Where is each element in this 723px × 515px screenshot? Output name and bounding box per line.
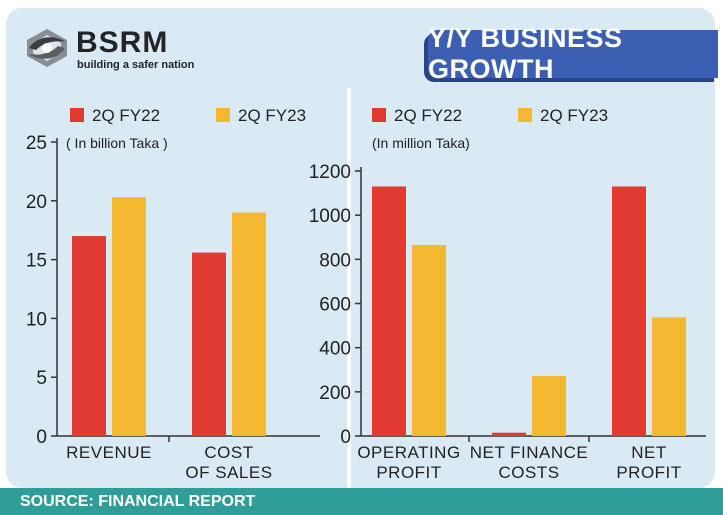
- right-category-label-2-1: PROFIT: [616, 463, 681, 482]
- panel-divider: [347, 88, 351, 488]
- left-y-tick-label-4: 20: [26, 192, 47, 213]
- right-bar-fy22-1: [492, 432, 526, 436]
- left-y-tick-label-3: 15: [26, 251, 47, 272]
- chart-title: Y/Y BUSINESS GROWTH: [428, 23, 623, 84]
- left-bar-fy23-0: [112, 197, 146, 436]
- right-unit-label: (In million Taka): [372, 135, 470, 151]
- left-y-tick-label-1: 5: [36, 368, 47, 389]
- left-legend-label-1: 2Q FY23: [238, 106, 306, 125]
- footer-bar: SOURCE: FINANCIAL REPORT: [0, 488, 723, 515]
- right-category-label-1-0: NET FINANCE: [470, 443, 589, 462]
- right-legend-label-1: 2Q FY23: [540, 106, 608, 125]
- right-bar-fy23-1: [532, 375, 566, 436]
- right-bar-fy23-2: [652, 317, 686, 436]
- left-category-label-1-1: OF SALES: [185, 463, 272, 482]
- source-note: SOURCE: FINANCIAL REPORT: [20, 493, 256, 510]
- right-y-tick-label-2: 400: [319, 339, 351, 360]
- left-category-label-1-0: COST: [204, 443, 253, 462]
- right-bar-chart: 2Q FY22 2Q FY23 (In million Taka) 0 200 400 60…: [309, 106, 706, 482]
- right-legend-label-0: 2Q FY22: [394, 106, 462, 125]
- right-bar-fy22-2: [612, 186, 646, 436]
- right-y-tick-label-4: 800: [319, 250, 351, 271]
- title-banner: Y/Y BUSINESS GROWTH: [428, 23, 718, 84]
- left-y-tick-label-0: 0: [36, 427, 47, 448]
- right-category-label-2-0: NET: [631, 443, 667, 462]
- right-bar-fy23-0: [412, 244, 446, 436]
- right-legend-swatch-1: [518, 108, 532, 122]
- brand-logo: BSRM building a safer nation: [22, 24, 212, 84]
- right-y-tick-label-3: 600: [319, 295, 351, 316]
- left-legend-swatch-0: [70, 108, 84, 122]
- right-bar-fy22-0: [372, 186, 406, 436]
- right-category-label-0-1: PROFIT: [376, 463, 441, 482]
- left-bar-chart: 2Q FY22 2Q FY23 ( In billion Taka ) 0 5 10 15 2…: [26, 106, 320, 482]
- left-unit-label: ( In billion Taka ): [66, 135, 168, 151]
- logo-mark-icon: [27, 29, 67, 67]
- left-y-tick-label-2: 10: [26, 309, 47, 330]
- left-legend-swatch-1: [216, 108, 230, 122]
- right-category-label-1-1: COSTS: [498, 463, 559, 482]
- left-bar-fy22-0: [72, 236, 106, 436]
- right-y-tick-label-6: 1200: [309, 162, 351, 183]
- brand-name: BSRM: [76, 26, 169, 59]
- left-bar-fy23-1: [232, 212, 266, 436]
- left-legend-label-0: 2Q FY22: [92, 106, 160, 125]
- right-category-label-0-0: OPERATING: [357, 443, 460, 462]
- right-y-tick-label-5: 1000: [309, 206, 351, 227]
- left-y-tick-label-5: 25: [26, 133, 47, 154]
- right-y-tick-label-0: 0: [340, 427, 351, 448]
- brand-tagline: building a safer nation: [77, 59, 195, 71]
- left-category-label-0-0: REVENUE: [66, 443, 152, 462]
- right-legend-swatch-0: [372, 108, 386, 122]
- right-y-tick-label-1: 200: [319, 383, 351, 404]
- left-bar-fy22-1: [192, 252, 226, 436]
